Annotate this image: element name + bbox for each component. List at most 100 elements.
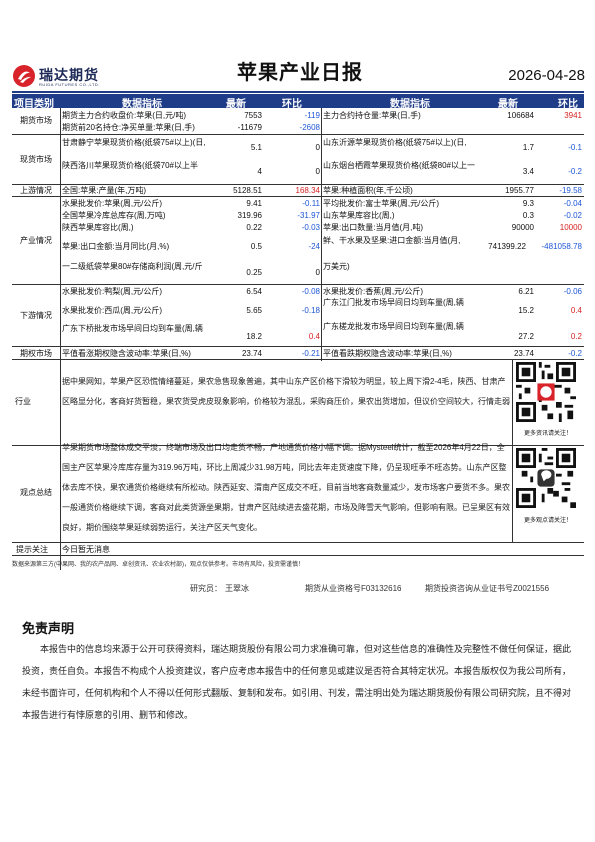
qr-code-icon <box>516 448 576 508</box>
indicator-latest: 741399.22 <box>488 242 526 251</box>
category-downstream: 下游情况 <box>20 311 52 320</box>
indicator-change: 0 <box>315 143 320 152</box>
indicator-change: -119 <box>304 111 320 120</box>
indicator-latest: 1955.77 <box>505 186 534 195</box>
researcher-label: 研究员： <box>190 584 222 593</box>
indicator-change: 0.4 <box>308 332 320 341</box>
disclaimer-title: 免责声明 <box>22 621 75 636</box>
company-logo: 瑞达期货 RUIDA FUTURES CO.,LTD. <box>12 64 112 90</box>
indicator-name: 水果批发价:西瓜(周,元/公斤) <box>62 306 162 315</box>
indicator-change: 3941 <box>564 111 582 120</box>
qr-caption-views: 更多观点请关注！ <box>523 518 572 524</box>
indicator-change: 0.4 <box>570 306 582 315</box>
indicator-change: -19.58 <box>559 186 582 195</box>
indicator-change: -481058.78 <box>541 242 582 251</box>
indicator-name: 山东苹果库容比(周,) <box>323 211 395 220</box>
indicator-change: -0.2 <box>568 349 582 358</box>
indicator-change: -0.11 <box>302 199 320 208</box>
advisor-certificate: 期货投资咨询从业证书号Z0021556 <box>425 584 550 593</box>
indicator-latest: 5.65 <box>246 306 262 315</box>
indicator-name: 主力合约持仓量:苹果(日,手) <box>323 111 421 120</box>
indicator-name: 平均批发价:富士苹果(周,元/公斤) <box>323 199 439 208</box>
header-rule <box>12 91 584 93</box>
header-category: 项目类别 <box>14 99 54 110</box>
indicator-name: 广东下桥批发市场早间日均到车量(周,辆 <box>62 324 203 333</box>
indicator-latest: 4 <box>257 167 262 176</box>
category-upstream: 上游情况 <box>20 186 52 195</box>
row-divider <box>12 284 584 285</box>
indicator-latest: 1.7 <box>522 143 534 152</box>
qr-code-icon <box>516 362 576 422</box>
indicator-latest: 0.25 <box>246 268 262 277</box>
indicator-name: 水果批发价:鸭梨(周,元/公斤) <box>62 287 162 296</box>
indicator-name: 期货前20名持仓:净买单量:苹果(日,手) <box>62 123 195 132</box>
indicator-latest: 23.74 <box>241 349 262 358</box>
header-indicator-left: 数据指标 <box>122 99 162 110</box>
indicator-name: 苹果:出口数量:当月值(月,吨) <box>323 223 423 232</box>
indicator-name: 苹果:种植面积(年,千公顷) <box>323 186 413 195</box>
indicator-latest: 9.3 <box>522 199 534 208</box>
brand-subtitle: RUIDA FUTURES CO.,LTD. <box>39 82 100 87</box>
ruida-logo-icon <box>13 65 35 87</box>
data-source-note: 数据来源第三方(中果网、我的农产品网、卓创资讯、农业农村部)，观点仅供参考。市场… <box>12 562 304 568</box>
category-options: 期权市场 <box>20 349 52 358</box>
indicator-name: 陕西洛川苹果现货价格(纸袋70#以上半 <box>62 161 199 170</box>
indicator-change: -0.2 <box>568 167 582 176</box>
header-change-left: 环比 <box>282 99 302 110</box>
indicator-change: -2608 <box>299 123 320 132</box>
indicator-change: -31.97 <box>297 211 320 220</box>
indicator-name: 期货主力合约收盘价:苹果(日,元/吨) <box>62 111 186 120</box>
category-notice: 提示关注 <box>16 545 48 554</box>
qr-caption-news: 更多资讯请关注！ <box>523 431 572 437</box>
category-industry-news: 行业 <box>15 397 31 406</box>
indicator-change: 168.34 <box>295 186 320 195</box>
indicator-change: -0.08 <box>301 287 320 296</box>
indicator-change: -0.1 <box>568 143 582 152</box>
indicator-name-continued: 万美元) <box>323 262 350 271</box>
indicator-name: 广东槎龙批发市场早间日均到车量(周,辆 <box>323 322 464 331</box>
indicator-change: -0.21 <box>301 349 320 358</box>
indicator-change: 0 <box>315 167 320 176</box>
report-title: 苹果产业日报 <box>237 62 363 84</box>
row-divider <box>12 542 584 543</box>
row-divider <box>12 359 584 360</box>
indicator-latest: 0.3 <box>522 211 534 220</box>
header-change-right: 环比 <box>558 99 578 110</box>
indicator-latest: 18.2 <box>246 332 262 341</box>
indicator-change: -0.03 <box>301 223 320 232</box>
indicator-name: 全国:苹果:产量(年,万吨) <box>62 186 146 195</box>
indicator-change: 0.2 <box>570 332 582 341</box>
indicator-latest: 5128.51 <box>233 186 262 195</box>
indicator-change: -0.02 <box>563 211 582 220</box>
indicator-change: 10000 <box>559 223 582 232</box>
indicator-name: 平值看跌期权隐含波动率:苹果(日,%) <box>323 349 452 358</box>
indicator-name: 平值看涨期权隐含波动率:苹果(日,%) <box>62 349 191 358</box>
indicator-latest: 27.2 <box>518 332 534 341</box>
table-header: 项目类别 数据指标 最新 环比 数据指标 最新 环比 <box>12 94 584 110</box>
indicator-latest: -11679 <box>237 123 262 132</box>
indicator-name: 鲜、干水果及坚果:进口金额:当月值(月, <box>323 236 461 245</box>
notice-text: 今日暂无消息 <box>62 545 110 554</box>
row-divider <box>12 555 584 556</box>
indicator-change: -24 <box>308 242 320 251</box>
report-date: 2026-04-28 <box>508 67 585 84</box>
category-divider <box>60 108 61 570</box>
indicator-name: 山东沂源苹果现货价格(纸袋75#以上)(日, <box>323 138 467 147</box>
indicator-change: -0.06 <box>563 287 582 296</box>
row-divider <box>12 184 584 185</box>
category-futures: 期货市场 <box>20 116 52 125</box>
brand-name: 瑞达期货 <box>39 67 99 83</box>
indicator-latest: 15.2 <box>518 306 534 315</box>
indicator-change: -0.18 <box>301 306 320 315</box>
indicator-change: 0 <box>315 268 320 277</box>
column-divider <box>321 108 322 361</box>
indicator-latest: 90000 <box>511 223 534 232</box>
indicator-name: 广东江门批发市场早间日均到车量(周,辆 <box>323 298 464 307</box>
row-divider <box>12 445 584 446</box>
category-industry: 产业情况 <box>20 236 52 245</box>
category-spot: 现货市场 <box>20 155 52 164</box>
header-indicator-right: 数据指标 <box>390 99 430 110</box>
indicator-name: 一二级纸袋苹果80#存储商利润(周,元/斤 <box>62 262 203 271</box>
indicator-name: 甘肃静宁苹果现货价格(纸袋75#以上)(日, <box>62 138 206 147</box>
indicator-name: 水果批发价:香蕉(周,元/公斤) <box>323 287 423 296</box>
